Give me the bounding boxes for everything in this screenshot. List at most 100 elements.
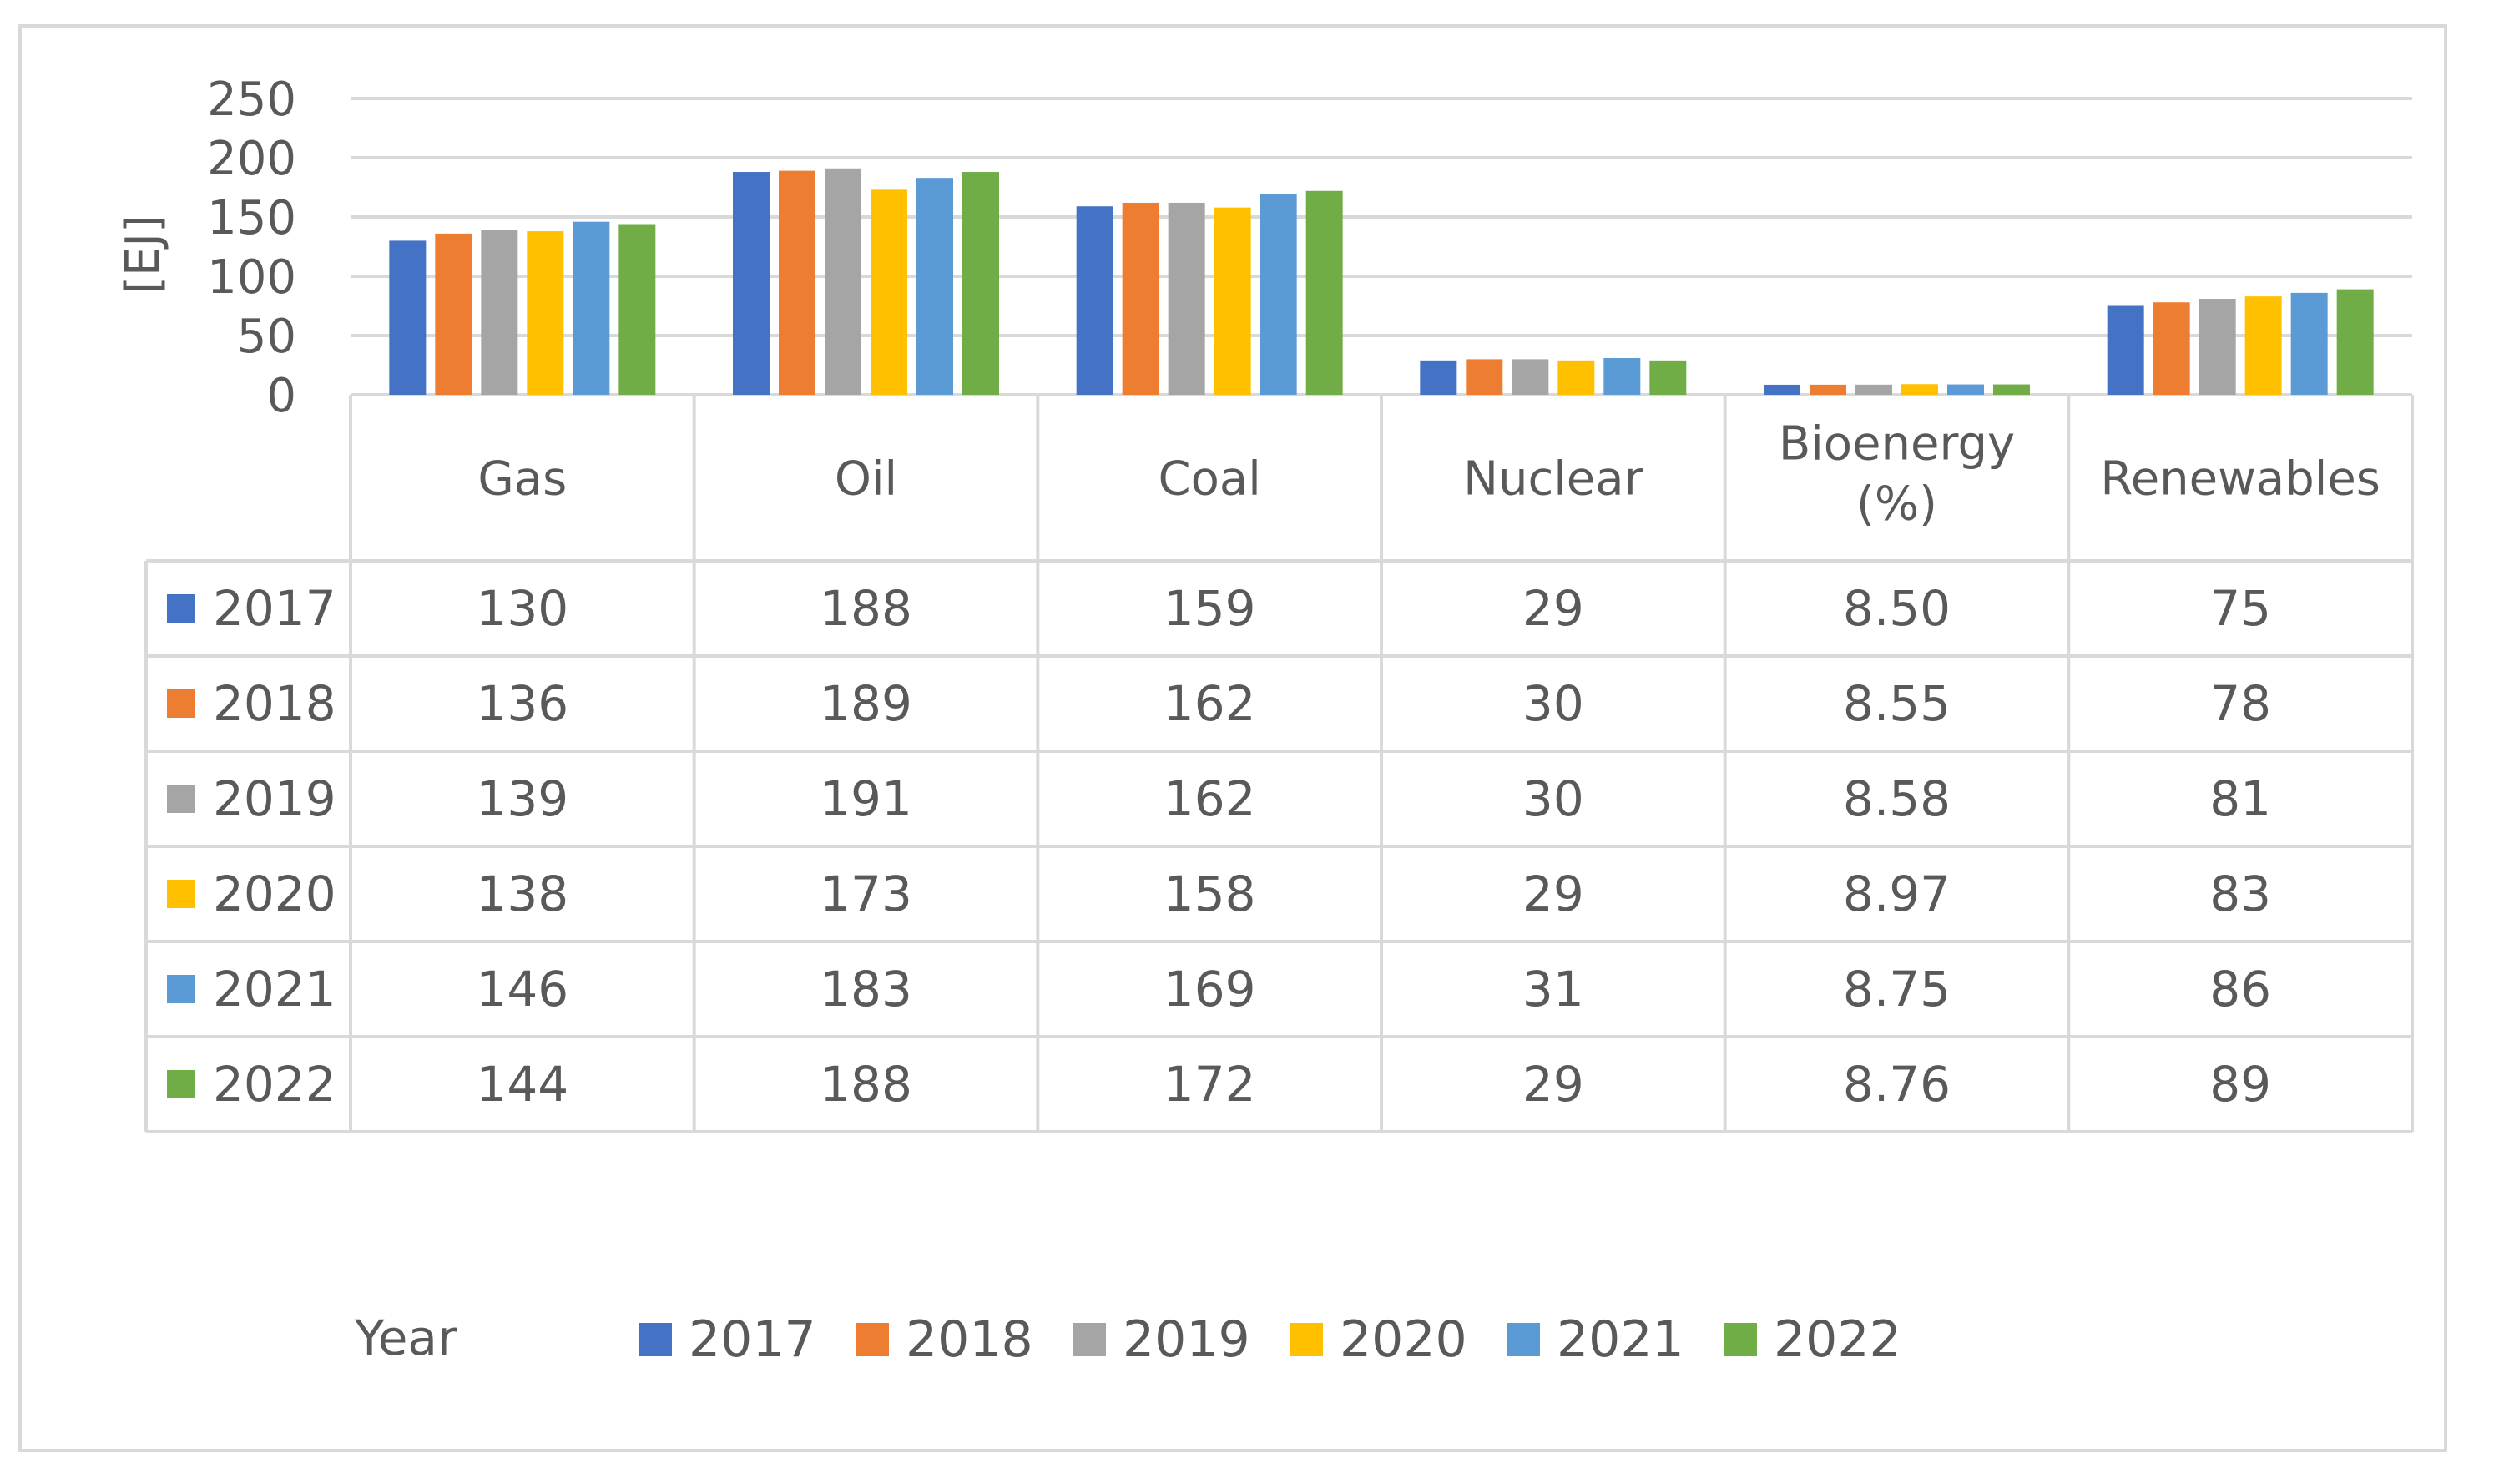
bar-2020-renewables [2244,296,2282,395]
y-tick-label-50: 50 [237,310,296,364]
table-cell-2021-4: 8.75 [1843,961,1951,1017]
table-cell-2019-2: 162 [1164,770,1256,827]
bar-2022-bioenergy [1993,384,2030,395]
bar-2017-nuclear [1420,360,1457,395]
table-key-2020 [167,880,195,908]
table-key-2017 [167,594,195,623]
table-cell-2022-1: 188 [820,1056,912,1113]
table-header-4: Bioenergy (%) [1779,417,2015,532]
table-cell-2018-4: 8.55 [1843,675,1951,732]
bar-2020-bioenergy [1901,384,1938,395]
legend-label-2020: 2020 [1340,1310,1467,1369]
table-key-2018 [167,689,195,718]
table-cell-2017-1: 188 [820,580,912,637]
table-cell-2022-4: 8.76 [1843,1056,1951,1113]
y-tick-label-150: 150 [207,191,296,245]
bar-2017-coal [1076,206,1113,395]
table-row-label-2019: 2019 [213,770,336,827]
legend-label-2021: 2021 [1557,1310,1684,1369]
table-cell-2018-5: 78 [2209,675,2271,732]
bar-2021-renewables [2290,292,2328,395]
bar-2021-coal [1260,194,1297,395]
bar-2019-gas [481,230,518,395]
bar-2017-renewables [2107,305,2144,395]
bar-2019-oil [825,168,861,395]
data-table: Gas Oil Coal Nuclear Bioenergy (%) Renewables 2… [144,395,2414,1133]
table-cell-2018-0: 136 [476,675,568,732]
table-cell-2017-2: 159 [1164,580,1256,637]
table-cell-2019-5: 81 [2209,770,2271,827]
bar-2019-bioenergy [1855,384,1892,395]
table-cell-2022-0: 144 [476,1056,568,1113]
legend-label-2018: 2018 [906,1310,1033,1369]
legend-label-2022: 2022 [1774,1310,1901,1369]
table-row-label-2017: 2017 [213,580,336,637]
bar-2018-oil [779,170,815,395]
legend-label-2017: 2017 [689,1310,816,1369]
table-cell-2022-5: 89 [2209,1056,2271,1113]
bar-2018-gas [435,233,472,395]
y-tick-label-0: 0 [266,369,296,423]
y-axis-label: [EJ] [116,215,170,295]
bar-2022-coal [1305,190,1343,395]
y-tick-label-250: 250 [207,73,296,127]
table-cell-2017-5: 75 [2209,580,2271,637]
table-cell-2020-2: 158 [1164,866,1256,922]
bar-2020-coal [1214,207,1251,395]
bar-2017-oil [733,172,770,396]
table-cell-2021-1: 183 [820,961,912,1017]
legend-key-2019 [1073,1323,1106,1356]
bar-2022-oil [962,172,999,396]
bar-2022-nuclear [1649,360,1687,395]
table-cell-2017-0: 130 [476,580,568,637]
table-cell-2022-2: 172 [1164,1056,1256,1113]
bar-2021-bioenergy [1947,384,1984,395]
legend-label-2019: 2019 [1123,1310,1250,1369]
table-cell-2020-4: 8.97 [1843,866,1951,922]
table-row-label-2020: 2020 [213,866,336,922]
bar-2019-nuclear [1512,359,1549,395]
table-cell-2020-3: 29 [1522,866,1584,922]
table-row-label-2022: 2022 [213,1056,336,1113]
bars [389,168,2374,396]
table-row-label-2018: 2018 [213,675,336,732]
table-cell-2020-0: 138 [476,866,568,922]
bar-2019-renewables [2199,298,2236,395]
bar-2018-nuclear [1466,359,1503,395]
bar-2020-gas [527,231,564,395]
table-row-label-2021: 2021 [213,961,336,1017]
table-cell-2019-3: 30 [1522,770,1584,827]
table-cell-2017-3: 29 [1522,580,1584,637]
table-key-2019 [167,785,195,813]
bar-2019-coal [1168,202,1205,395]
x-axis-label: Year [354,1310,457,1366]
table-key-2022 [167,1070,195,1098]
legend-key-2017 [639,1323,672,1356]
table-key-2021 [167,975,195,1003]
table-header-1: Oil [835,452,897,507]
table-cell-2021-3: 31 [1522,961,1584,1017]
bar-2018-renewables [2153,302,2190,395]
bar-2021-nuclear [1603,357,1641,395]
table-cell-2020-5: 83 [2209,866,2271,922]
table-header-3: Nuclear [1463,452,1644,507]
table-cell-2018-2: 162 [1164,675,1256,732]
legend-key-2021 [1507,1323,1540,1356]
table-cell-2022-3: 29 [1522,1056,1584,1113]
table-cell-2018-3: 30 [1522,675,1584,732]
table-cell-2017-4: 8.50 [1843,580,1951,637]
bar-2020-oil [871,189,907,395]
legend-key-2022 [1724,1323,1757,1356]
table-cell-2019-0: 139 [476,770,568,827]
legend: 2017 2018 2019 2020 2021 2022 [639,1310,1901,1369]
legend-key-2018 [856,1323,889,1356]
table-header-2: Coal [1159,452,1261,507]
table-header-0: Gas [477,452,567,507]
bar-2022-renewables [2336,289,2374,395]
bar-2020-nuclear [1557,360,1595,395]
bar-2018-bioenergy [1810,384,1846,395]
table-header-5: Renewables [2100,452,2380,507]
table-cell-2020-1: 173 [820,866,912,922]
